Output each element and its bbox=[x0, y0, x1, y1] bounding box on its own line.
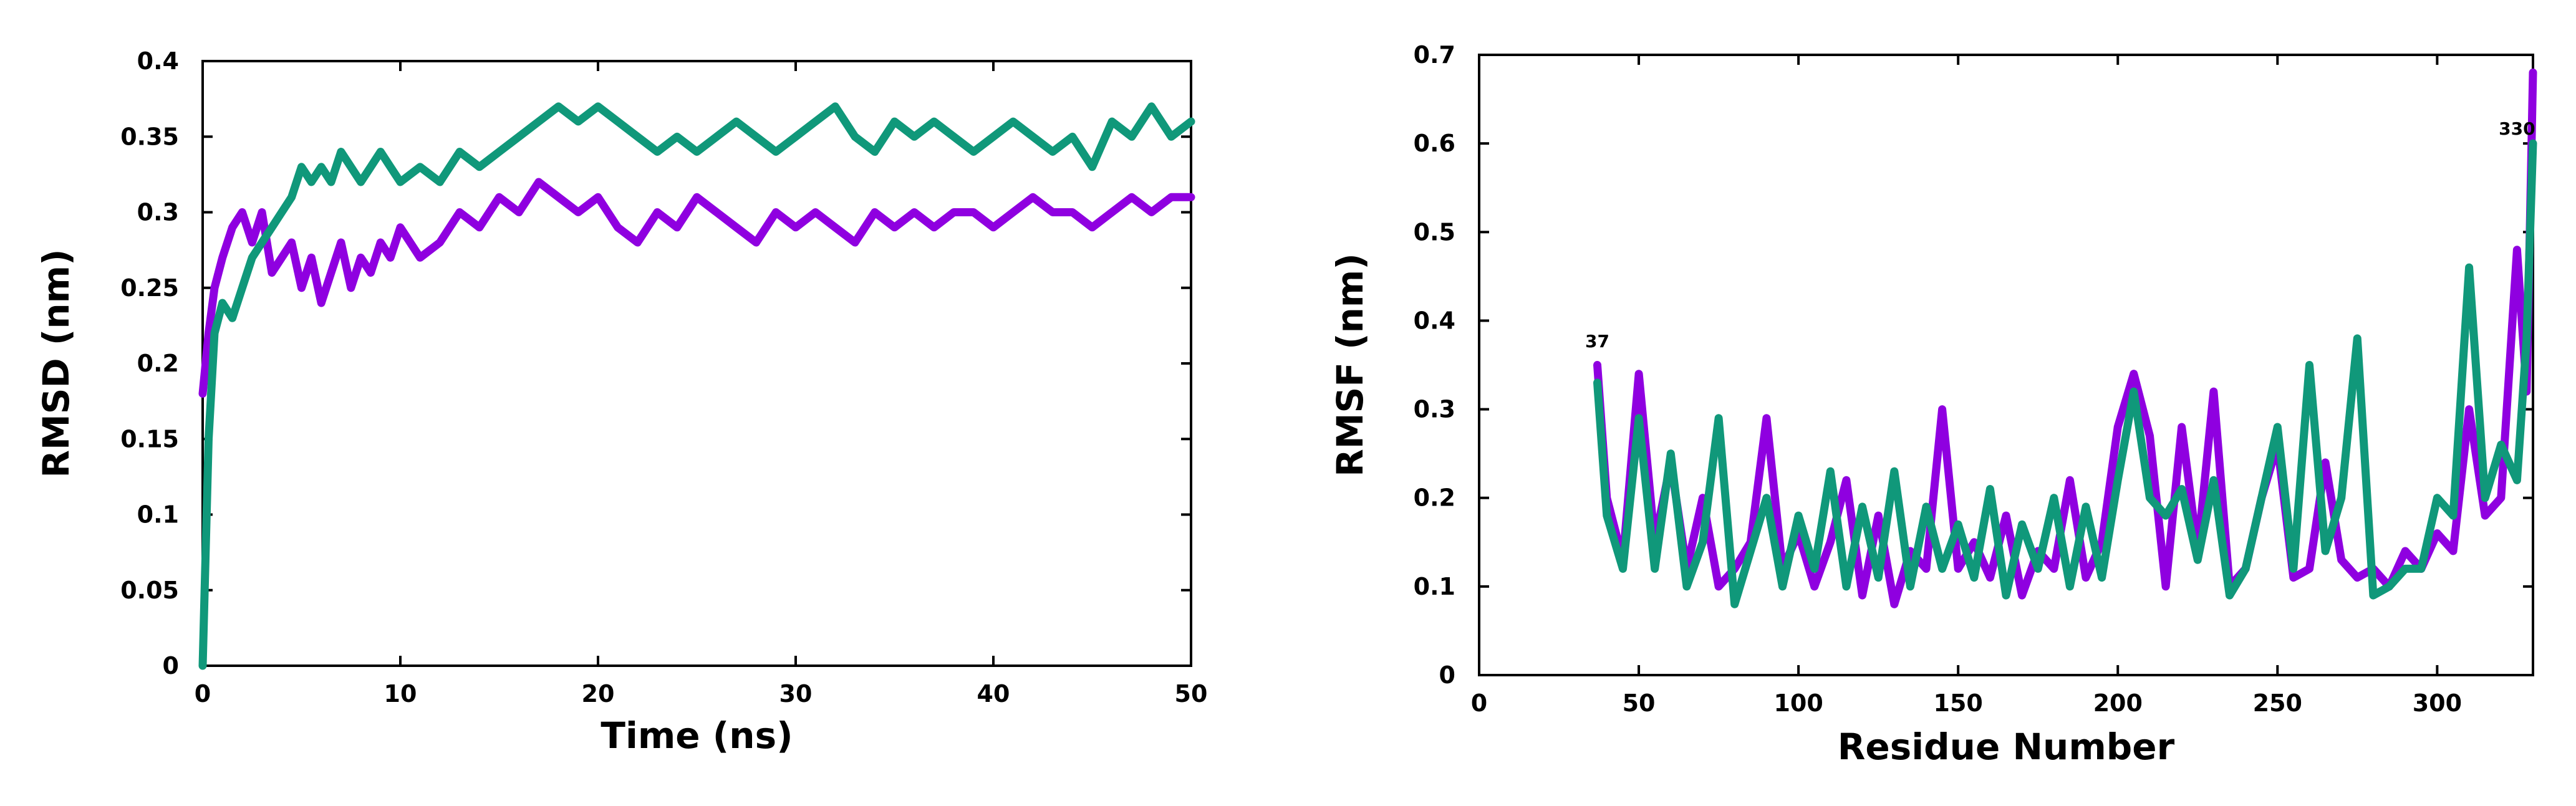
rmsd-y-tick-label: 0.1 bbox=[137, 501, 179, 529]
rmsd-y-tick-label: 0.4 bbox=[137, 47, 179, 75]
rmsf-y-axis-title: RMSF (nm) bbox=[1329, 253, 1371, 477]
rmsf-y-tick-label: 0.2 bbox=[1414, 484, 1455, 512]
rmsd-x-axis-title: Time (ns) bbox=[601, 714, 793, 757]
rmsf-x-tick-label: 50 bbox=[1623, 689, 1656, 717]
rmsd-y-tick-label: 0.25 bbox=[120, 274, 179, 302]
rmsd-x-tick-label: 0 bbox=[195, 680, 211, 708]
rmsd-y-tick-label: 0.3 bbox=[137, 199, 179, 226]
rmsd-x-tick-label: 30 bbox=[779, 680, 813, 708]
rmsf-series-green-line bbox=[1593, 139, 2537, 608]
rmsd-series-green-line bbox=[198, 102, 1195, 670]
rmsf-y-tick-label: 0.7 bbox=[1414, 41, 1455, 69]
rmsd-x-tick-label: 50 bbox=[1175, 680, 1208, 708]
rmsf-x-tick-label: 200 bbox=[2093, 689, 2143, 717]
rmsf-series-purple-line bbox=[1593, 68, 2537, 608]
rmsd-series-purple-line bbox=[198, 178, 1195, 398]
rmsf-x-tick-label: 100 bbox=[1773, 689, 1823, 717]
rmsf-y-tick-label: 0.1 bbox=[1414, 573, 1455, 600]
rmsd-y-tick-label: 0.05 bbox=[120, 577, 179, 604]
rmsf-x-tick-label: 300 bbox=[2413, 689, 2462, 717]
rmsf-y-tick-label: 0.6 bbox=[1414, 130, 1455, 157]
rmsf-y-tick-label: 0 bbox=[1439, 661, 1455, 689]
rmsf-x-tick-label: 150 bbox=[1934, 689, 1983, 717]
rmsf-x-tick-label: 250 bbox=[2253, 689, 2302, 717]
rmsd-x-tick-label: 20 bbox=[582, 680, 615, 708]
rmsd-y-tick-label: 0.15 bbox=[120, 425, 179, 453]
rmsf-y-tick-label: 0.4 bbox=[1414, 307, 1455, 334]
rmsd-chart: 0 10 20 30 40 50 0 0.05 0.1 0.15 0.2 0.25 0.3 0.35 0.4… bbox=[35, 47, 1207, 757]
rmsd-y-tick-label: 0 bbox=[163, 652, 179, 679]
rmsd-y-tick-label: 0.35 bbox=[120, 123, 179, 150]
rmsd-x-tick-label: 40 bbox=[977, 680, 1010, 708]
rmsf-y-tick-label: 0.5 bbox=[1414, 218, 1455, 246]
rmsf-chart: 0 50 100 150 200 250 300 0 0.1 0.2 0.3 0.4 0.5 0.6 0.7… bbox=[1329, 41, 2537, 768]
rmsf-y-tick-label: 0.3 bbox=[1414, 396, 1455, 423]
rmsf-x-axis-title: Residue Number bbox=[1838, 726, 2175, 768]
rmsf-plot-frame bbox=[1478, 54, 2534, 676]
rmsf-annotation-37: 37 bbox=[1585, 331, 1609, 352]
rmsf-x-tick-label: 0 bbox=[1471, 689, 1487, 717]
rmsd-x-tick-label: 10 bbox=[384, 680, 417, 708]
rmsd-y-axis-title: RMSD (nm) bbox=[35, 249, 77, 477]
rmsf-annotation-330: 330 bbox=[2499, 118, 2535, 139]
rmsd-y-tick-label: 0.2 bbox=[137, 350, 179, 377]
